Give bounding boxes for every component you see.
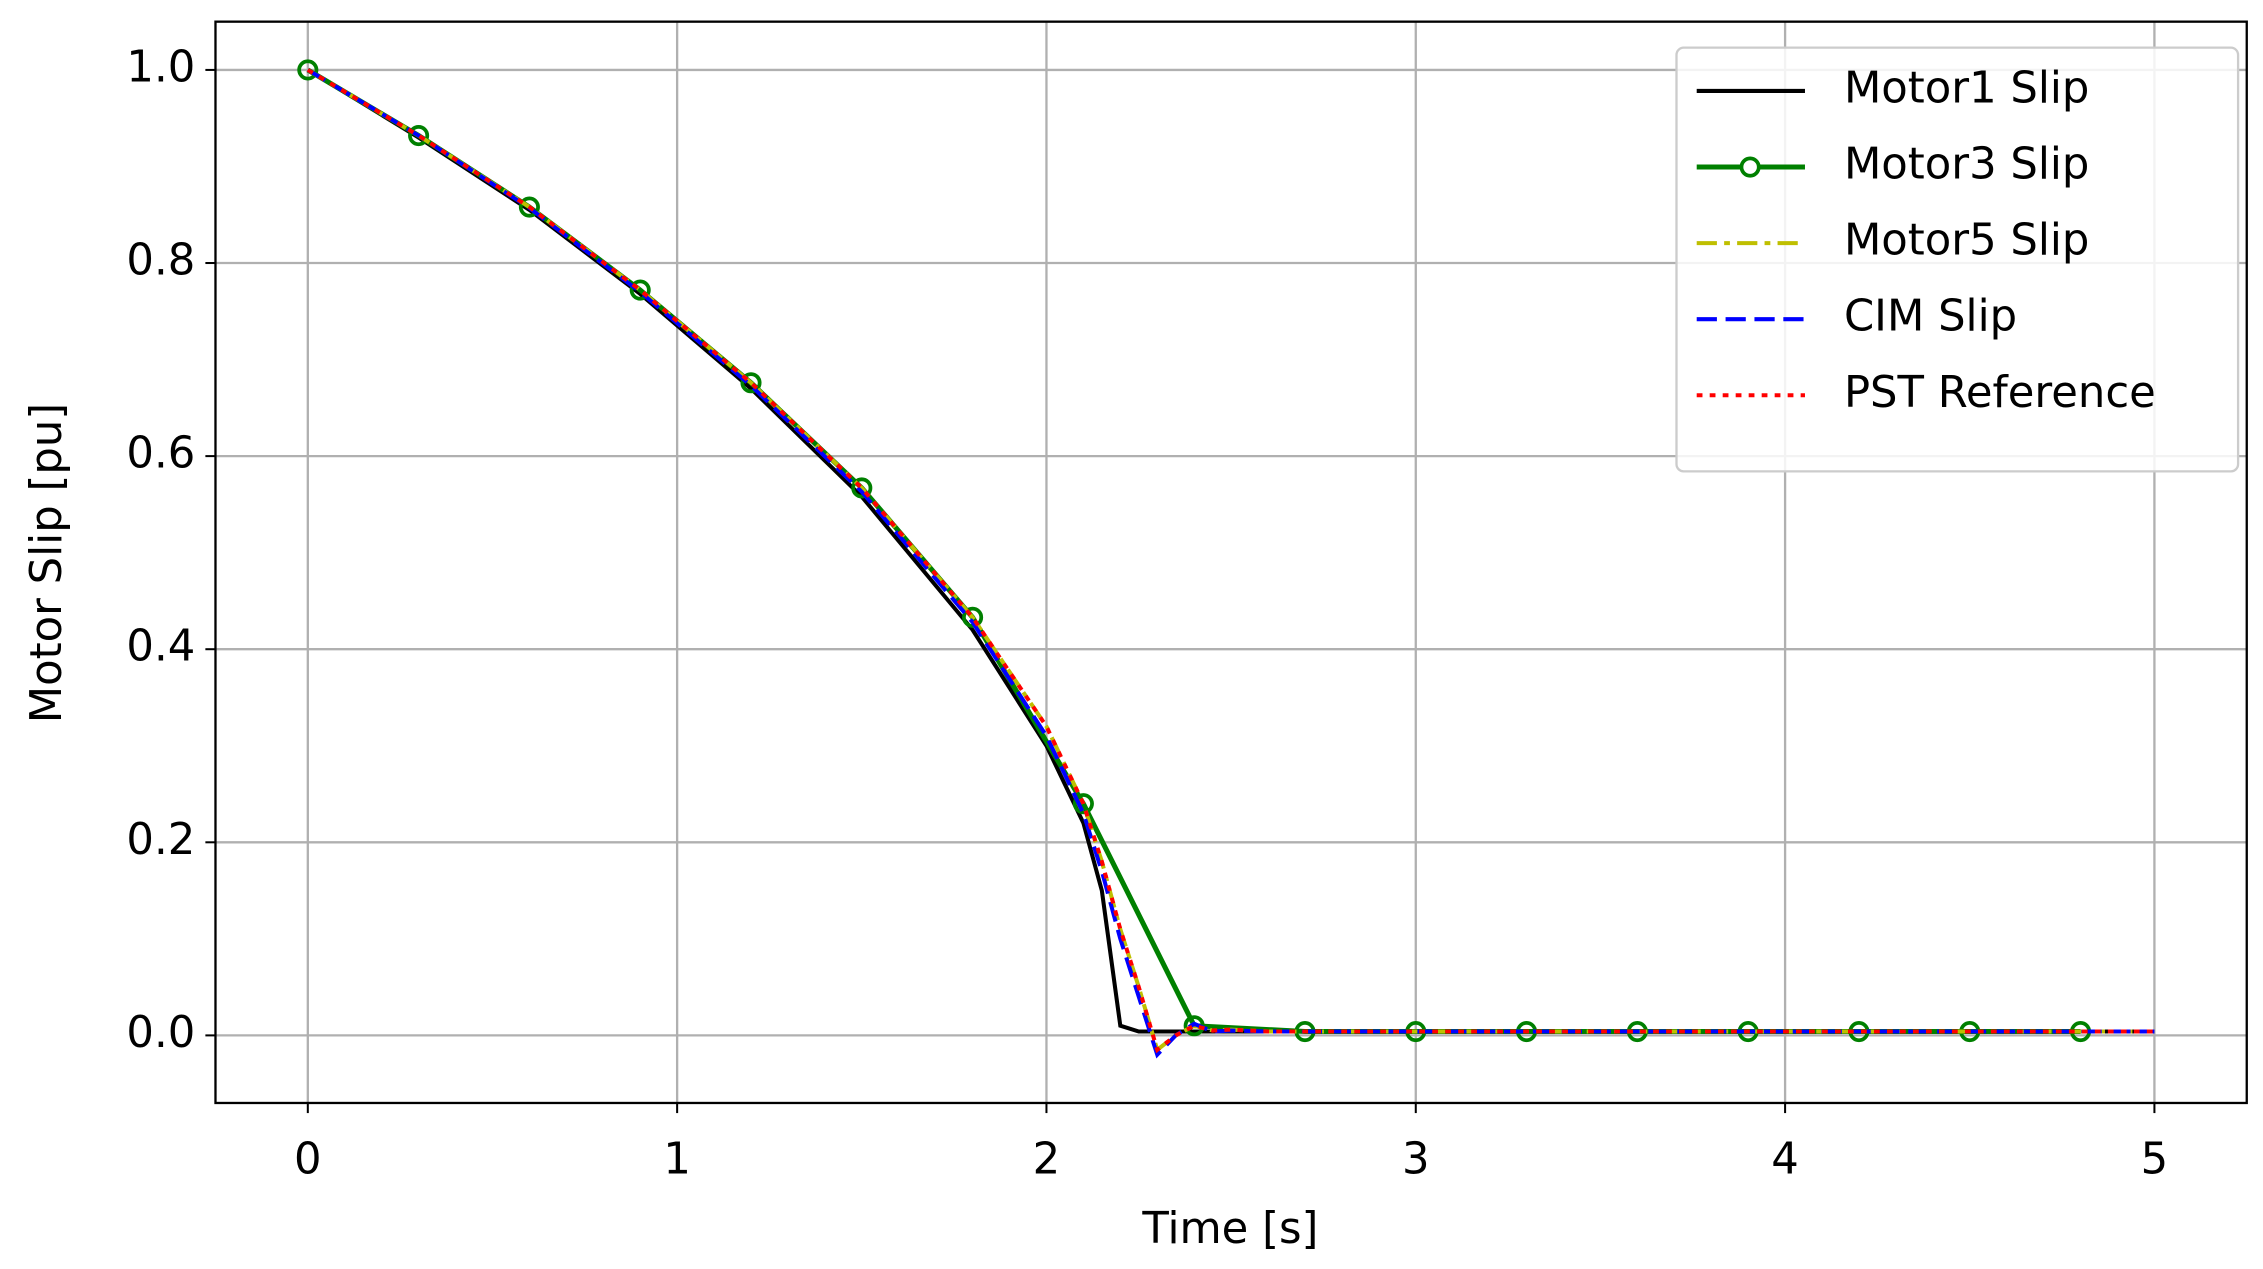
legend-label: Motor3 Slip <box>1844 140 2089 190</box>
data-point <box>297 59 319 81</box>
x-tick-label: 1 <box>663 1135 691 1185</box>
y-tick-label: 0.0 <box>126 1008 195 1058</box>
y-tick-label: 0.2 <box>126 815 195 865</box>
legend-label: Motor1 Slip <box>1844 63 2089 113</box>
y-tick-label: 1.0 <box>126 42 195 92</box>
legend-marker <box>1739 156 1761 178</box>
axes-frame <box>214 20 2248 1105</box>
data-point <box>962 606 984 628</box>
x-tick-label: 2 <box>1033 1135 1061 1185</box>
series-line <box>306 68 2155 1054</box>
data-point <box>851 477 873 499</box>
grid: 0 1 2 3 4 5 0.0 0.2 0.4 0.6 0.8 1.0 <box>126 21 2247 1185</box>
legend-label: CIM Slip <box>1844 292 2017 342</box>
plot-area <box>297 59 2155 1059</box>
y-tick-label: 0.4 <box>126 622 195 672</box>
data-point <box>408 125 430 147</box>
legend: Motor1 Slip Motor3 Slip Motor5 Slip CIM Sli… <box>1675 46 2240 473</box>
legend-label: PST Reference <box>1844 368 2156 418</box>
y-tick-label: 0.6 <box>126 429 195 479</box>
x-axis-label: Time [s] <box>1141 1204 1318 1254</box>
legend-box <box>1675 46 2240 473</box>
x-tick-label: 0 <box>294 1135 322 1185</box>
data-point <box>629 279 651 301</box>
data-point <box>1072 793 1094 815</box>
data-point <box>518 196 540 218</box>
y-axis-label: Motor Slip [pu] <box>22 403 72 723</box>
series-line <box>306 68 2155 1054</box>
x-tick-label: 3 <box>1402 1135 1430 1185</box>
y-tick-label: 0.8 <box>126 236 195 286</box>
data-point <box>740 372 762 394</box>
x-tick-label: 4 <box>1771 1135 1799 1185</box>
legend-label: Motor5 Slip <box>1844 216 2089 266</box>
x-tick-label: 5 <box>2141 1135 2169 1185</box>
